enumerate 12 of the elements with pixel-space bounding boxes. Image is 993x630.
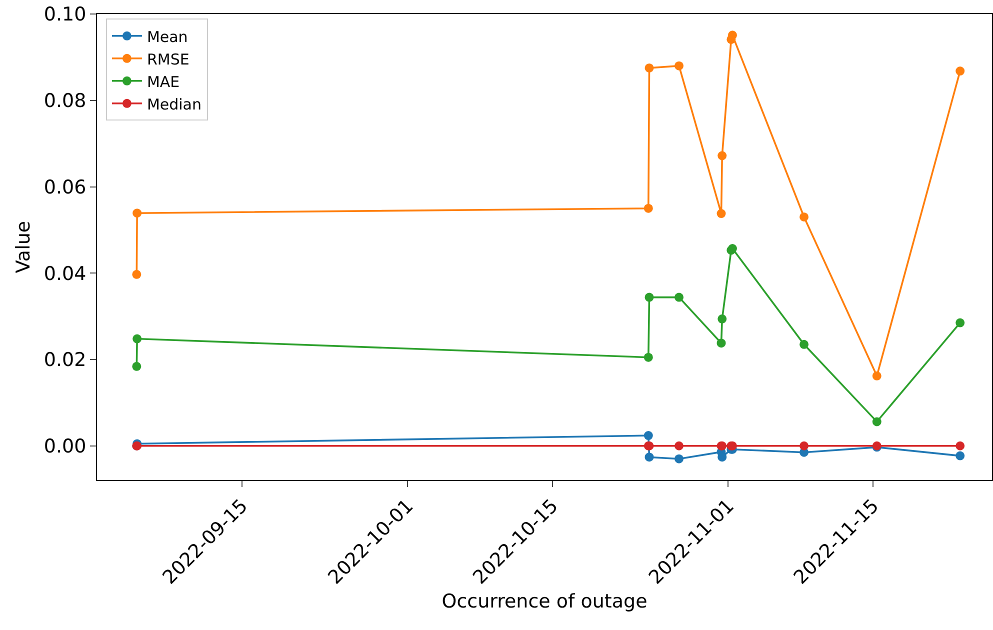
y-tick-label: 0.04 — [44, 262, 86, 285]
y-tick-label: 0.00 — [44, 436, 86, 458]
y-tick-label: 0.08 — [44, 90, 86, 112]
legend-label: Mean — [146, 28, 188, 46]
y-tick-label: 0.10 — [44, 4, 86, 26]
x-axis-title: Occurrence of outage — [442, 590, 648, 613]
y-axis-title: Value — [12, 220, 35, 274]
legend-label: Median — [146, 95, 202, 114]
y-tick-label: 0.06 — [44, 176, 86, 198]
legend-label: RMSE — [146, 50, 190, 68]
y-tick-label: 0.02 — [44, 349, 86, 372]
legend-label: MAE — [146, 72, 180, 91]
